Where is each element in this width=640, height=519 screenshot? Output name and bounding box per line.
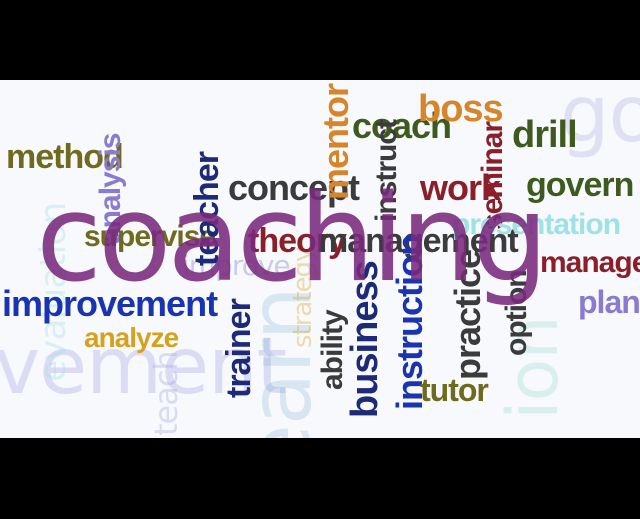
word-drill: drill: [512, 114, 578, 156]
word-management: management: [318, 222, 519, 260]
word-teach: teach: [147, 351, 185, 436]
word-plan: plan: [578, 284, 640, 320]
word-coaching: coaching: [36, 170, 549, 309]
word-improvement: improvement: [2, 283, 218, 324]
word-method: method: [6, 138, 124, 176]
word-trainer: trainer: [220, 299, 258, 398]
word-tutor: tutor: [420, 372, 489, 408]
letterbox-top: [0, 0, 640, 80]
word-supervise: supervise: [84, 220, 216, 253]
word-boss: boss: [418, 88, 504, 130]
word-theory: theory: [248, 222, 347, 260]
word-vement: vement: [0, 322, 287, 412]
word-presentation: presentation: [452, 208, 621, 241]
word-improve: improve: [182, 249, 291, 282]
word-cloud-image: gov vement learn ion evaluation teach im…: [0, 80, 640, 438]
word-work: work: [420, 167, 501, 208]
word-analyze: analyze: [84, 322, 179, 353]
word-manager: manager: [540, 246, 640, 279]
letterbox-bottom: [0, 438, 640, 519]
word-coach: coach: [352, 105, 452, 146]
word-concept: concept: [228, 167, 360, 208]
word-govern: govern: [526, 166, 634, 204]
word-gov: gov: [560, 80, 640, 160]
